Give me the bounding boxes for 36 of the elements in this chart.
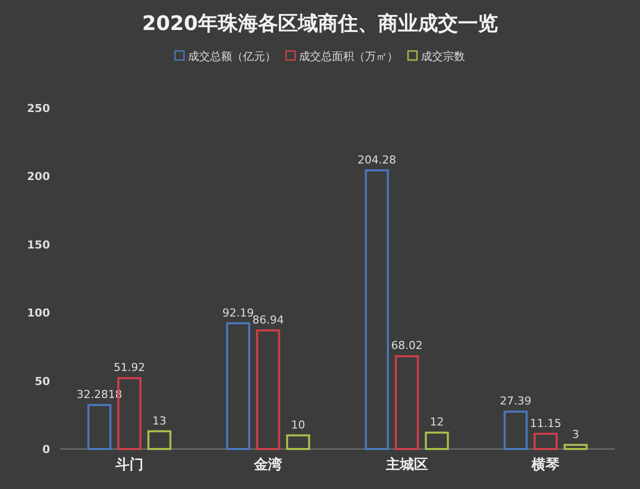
x-tick-label: 横琴 [530,457,560,473]
x-tick-label: 主城区 [384,456,428,473]
x-tick-label: 斗门 [114,456,144,473]
data-label: 3 [572,428,580,441]
legend-label: 成交宗数 [421,50,465,63]
bar [226,322,250,450]
y-tick-label: 250 [27,102,50,115]
y-tick-label: 200 [27,170,50,184]
legend-label: 成交总额（亿元） [188,50,276,63]
data-label: 92.19 [222,306,254,320]
data-label: 11.15 [530,416,562,430]
bar [256,329,280,450]
bar [87,404,112,450]
bar [147,430,172,450]
data-label: 12 [430,416,444,429]
legend-label: 成交总面积（万㎡） [299,50,398,63]
data-label: 68.02 [391,339,423,352]
data-label: 10 [291,418,306,432]
y-tick-label: 50 [34,374,50,388]
y-tick-label: 100 [27,306,50,320]
chart-title: 2020年珠海各区域商住、商业成交一览 [142,11,498,35]
data-label: 204.28 [358,153,396,166]
data-label: 51.92 [114,361,146,374]
bar [286,434,310,450]
x-tick-label: 金湾 [253,456,282,473]
y-tick-label: 150 [27,238,50,252]
bar [564,444,588,450]
bar [534,432,558,450]
bar [364,169,389,450]
data-label: 27.39 [500,394,532,408]
y-tick-label: 0 [42,443,50,456]
data-label: 13 [152,414,166,428]
bar [424,432,449,450]
bar [394,355,419,450]
bar [504,410,528,450]
data-label: 86.94 [252,313,284,326]
